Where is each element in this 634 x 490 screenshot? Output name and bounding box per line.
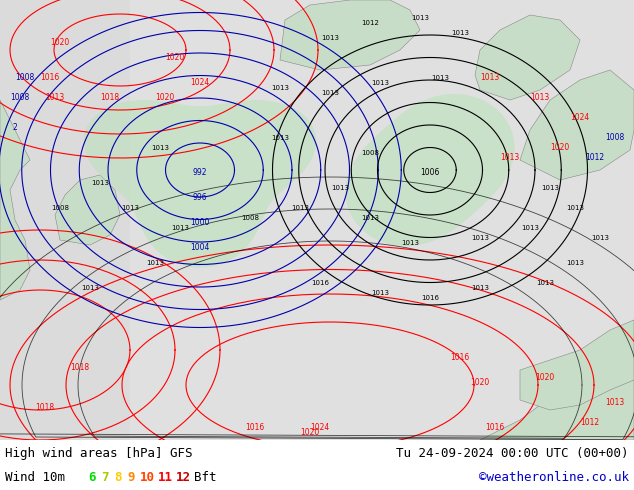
Text: 1013: 1013 bbox=[566, 205, 584, 211]
Text: 2: 2 bbox=[13, 123, 17, 132]
Text: 1012: 1012 bbox=[581, 418, 600, 427]
Text: 1013: 1013 bbox=[591, 235, 609, 241]
Text: 1020: 1020 bbox=[535, 373, 555, 382]
Text: 1018: 1018 bbox=[70, 363, 89, 372]
Text: 1013: 1013 bbox=[121, 205, 139, 211]
Text: 1013: 1013 bbox=[331, 185, 349, 191]
Text: 1013: 1013 bbox=[481, 73, 500, 82]
Text: 1020: 1020 bbox=[550, 143, 569, 152]
Text: 1013: 1013 bbox=[81, 285, 99, 291]
Polygon shape bbox=[520, 320, 634, 410]
Text: 1000: 1000 bbox=[190, 218, 210, 227]
Text: 1013: 1013 bbox=[371, 290, 389, 296]
Text: 1008: 1008 bbox=[15, 73, 35, 82]
Text: 1020: 1020 bbox=[50, 38, 70, 47]
Text: 1008: 1008 bbox=[10, 93, 30, 102]
Polygon shape bbox=[475, 15, 580, 100]
Text: 1016: 1016 bbox=[486, 423, 505, 432]
Text: 1016: 1016 bbox=[450, 353, 470, 362]
Text: Tu 24-09-2024 00:00 UTC (00+00): Tu 24-09-2024 00:00 UTC (00+00) bbox=[396, 446, 629, 460]
Text: 1013: 1013 bbox=[171, 225, 189, 231]
Text: 1020: 1020 bbox=[470, 378, 489, 387]
Text: 996: 996 bbox=[193, 193, 207, 202]
Text: 8: 8 bbox=[114, 470, 122, 484]
Text: 1008: 1008 bbox=[361, 150, 379, 156]
Text: 1024: 1024 bbox=[571, 113, 590, 122]
Text: 1013: 1013 bbox=[46, 93, 65, 102]
Polygon shape bbox=[55, 175, 120, 245]
Text: 1020: 1020 bbox=[165, 53, 184, 62]
Text: 1024: 1024 bbox=[190, 78, 210, 87]
Text: 1013: 1013 bbox=[566, 260, 584, 266]
Text: 1013: 1013 bbox=[151, 145, 169, 151]
Text: 1020: 1020 bbox=[155, 93, 174, 102]
Text: 7: 7 bbox=[101, 470, 108, 484]
Text: Bft: Bft bbox=[194, 470, 216, 484]
Text: 1013: 1013 bbox=[91, 180, 109, 186]
Text: 1008: 1008 bbox=[605, 133, 624, 142]
Text: 1013: 1013 bbox=[411, 15, 429, 21]
Text: 1013: 1013 bbox=[321, 90, 339, 96]
Text: 1020: 1020 bbox=[301, 428, 320, 437]
Text: 12: 12 bbox=[176, 470, 191, 484]
Text: 1013: 1013 bbox=[321, 35, 339, 41]
Text: 1013: 1013 bbox=[401, 240, 419, 246]
Polygon shape bbox=[346, 94, 514, 246]
Text: 1013: 1013 bbox=[146, 260, 164, 266]
Text: 1013: 1013 bbox=[536, 280, 554, 286]
Polygon shape bbox=[84, 100, 316, 268]
Text: 1024: 1024 bbox=[311, 423, 330, 432]
Text: 1018: 1018 bbox=[100, 93, 120, 102]
Text: 1016: 1016 bbox=[245, 423, 264, 432]
Text: 1018: 1018 bbox=[36, 403, 55, 412]
Text: 6: 6 bbox=[88, 470, 96, 484]
Text: 1013: 1013 bbox=[471, 235, 489, 241]
Text: 1013: 1013 bbox=[291, 205, 309, 211]
Text: 1013: 1013 bbox=[541, 185, 559, 191]
Text: 1016: 1016 bbox=[421, 295, 439, 301]
Text: 1013: 1013 bbox=[371, 80, 389, 86]
Text: 1013: 1013 bbox=[271, 135, 289, 141]
Text: Wind 10m: Wind 10m bbox=[5, 470, 65, 484]
Text: 11: 11 bbox=[158, 470, 173, 484]
Polygon shape bbox=[480, 320, 634, 440]
Text: 992: 992 bbox=[193, 168, 207, 177]
Text: 1013: 1013 bbox=[531, 93, 550, 102]
Text: 1013: 1013 bbox=[605, 398, 624, 407]
Polygon shape bbox=[0, 100, 30, 300]
Text: 1013: 1013 bbox=[451, 30, 469, 36]
Text: 10: 10 bbox=[140, 470, 155, 484]
Text: 1006: 1006 bbox=[420, 168, 440, 177]
Text: 1012: 1012 bbox=[361, 20, 379, 26]
Text: 1013: 1013 bbox=[471, 285, 489, 291]
Text: ©weatheronline.co.uk: ©weatheronline.co.uk bbox=[479, 470, 629, 484]
Text: 1013: 1013 bbox=[431, 75, 449, 81]
Text: 1013: 1013 bbox=[500, 153, 520, 162]
Text: 1013: 1013 bbox=[361, 215, 379, 221]
Text: 1013: 1013 bbox=[271, 85, 289, 91]
Text: 1008: 1008 bbox=[51, 205, 69, 211]
Text: 1016: 1016 bbox=[41, 73, 60, 82]
Text: 1013: 1013 bbox=[521, 225, 539, 231]
Text: High wind areas [hPa] GFS: High wind areas [hPa] GFS bbox=[5, 446, 193, 460]
Text: 9: 9 bbox=[127, 470, 134, 484]
Text: 1012: 1012 bbox=[585, 153, 605, 162]
Polygon shape bbox=[280, 0, 420, 70]
Bar bbox=[0, 0, 130, 440]
Text: 1004: 1004 bbox=[190, 243, 210, 252]
Polygon shape bbox=[520, 70, 634, 180]
Text: 1008: 1008 bbox=[241, 215, 259, 221]
Text: 1016: 1016 bbox=[311, 280, 329, 286]
